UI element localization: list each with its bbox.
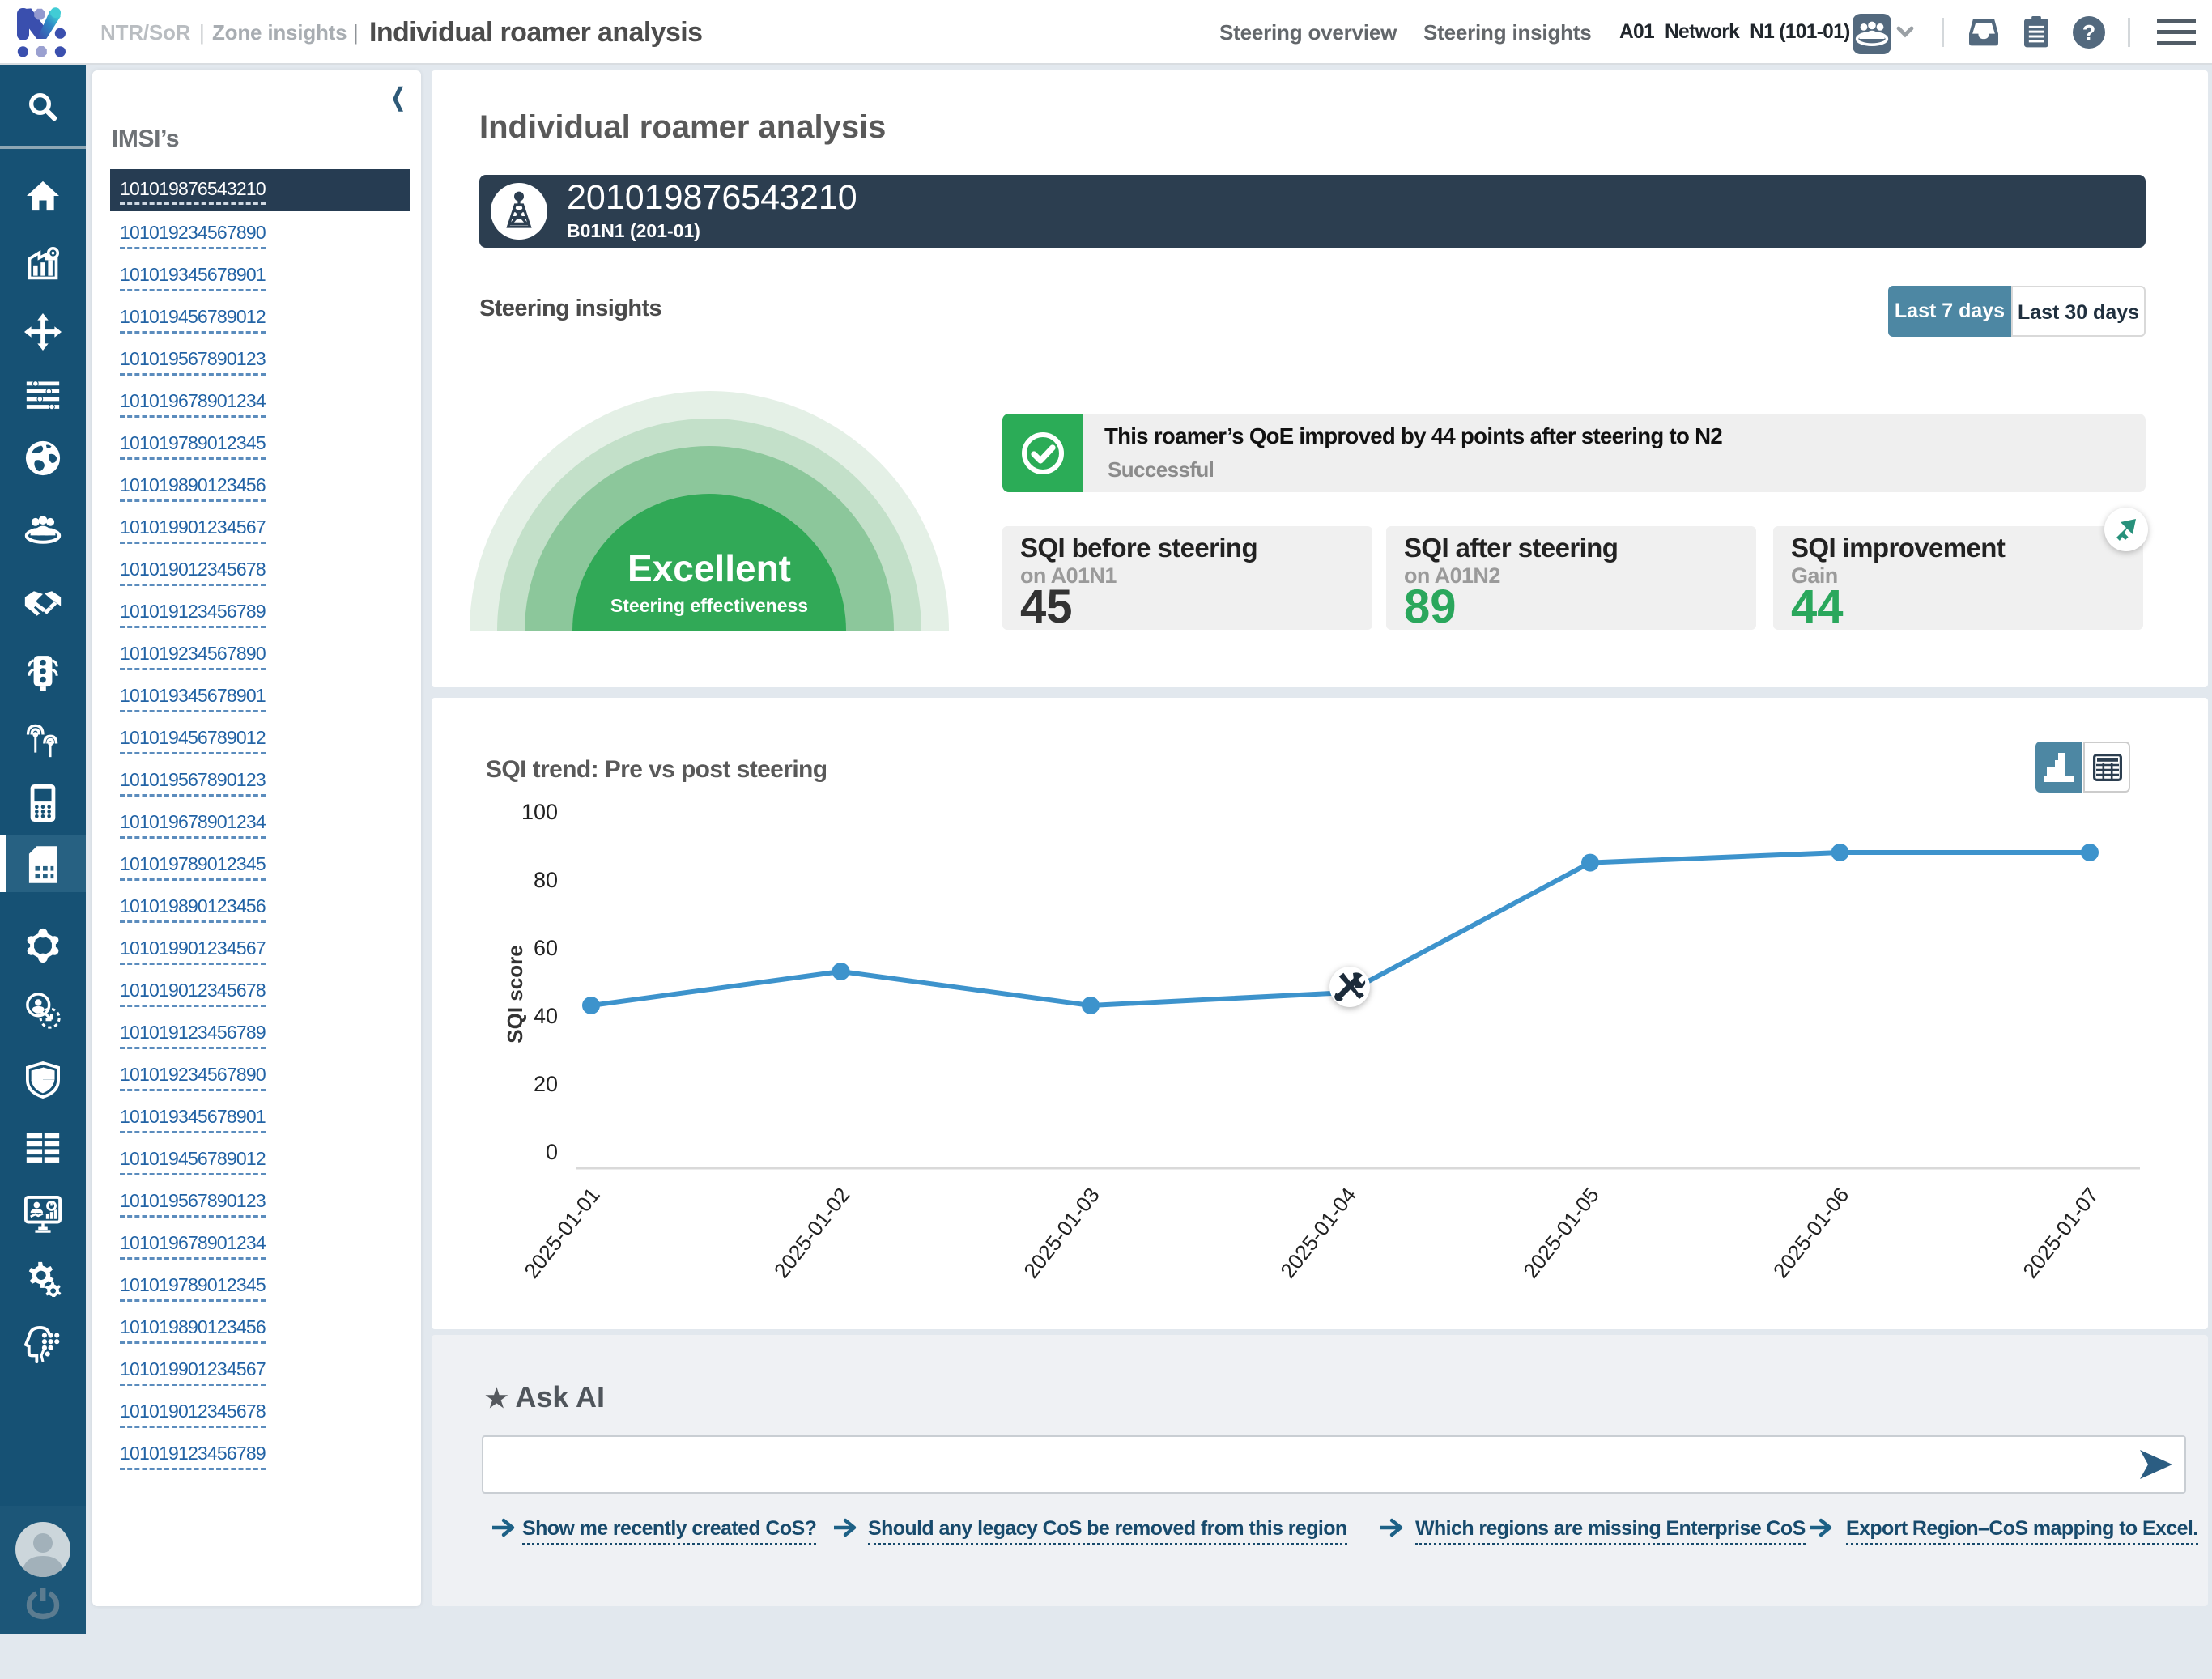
svg-text:2025-01-03: 2025-01-03 (1019, 1183, 1104, 1282)
svg-text:0: 0 (546, 1140, 558, 1164)
svg-text:40: 40 (534, 1004, 558, 1028)
svg-text:2025-01-01: 2025-01-01 (519, 1183, 605, 1282)
svg-text:2025-01-02: 2025-01-02 (769, 1183, 855, 1282)
svg-text:2025-01-07: 2025-01-07 (2018, 1183, 2104, 1282)
svg-text:20: 20 (534, 1072, 558, 1096)
svg-text:SQI score: SQI score (503, 945, 527, 1043)
svg-text:2025-01-06: 2025-01-06 (1768, 1183, 1854, 1282)
svg-text:60: 60 (534, 936, 558, 960)
svg-text:2025-01-05: 2025-01-05 (1518, 1183, 1604, 1282)
svg-text:80: 80 (534, 868, 558, 892)
svg-text:2025-01-04: 2025-01-04 (1275, 1183, 1361, 1282)
svg-text:100: 100 (521, 800, 558, 824)
svg-text:?: ? (2082, 21, 2096, 45)
